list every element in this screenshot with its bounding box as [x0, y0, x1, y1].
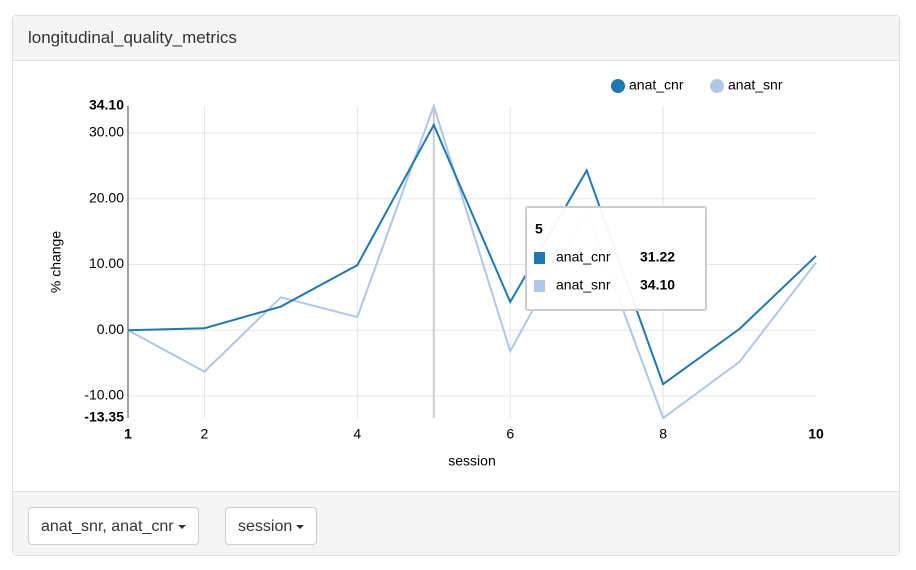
y-tick-label: -13.35: [84, 409, 124, 425]
y-axis-label: % change: [48, 231, 64, 293]
y-tick-label: 20.00: [89, 189, 124, 205]
panel: longitudinal_quality_metrics anat_snr, a…: [12, 15, 900, 556]
tooltip-value: 34.10: [640, 277, 675, 293]
x-tick-label: 6: [506, 426, 514, 442]
legend-marker: [611, 79, 625, 93]
tooltip-name: anat_cnr: [556, 249, 611, 265]
y-tick-label: 0.00: [97, 321, 124, 337]
x-tick-label: 8: [659, 426, 667, 442]
y-tick-label: -10.00: [84, 387, 124, 403]
tooltip-swatch: [534, 280, 545, 292]
x-tick-label: 2: [201, 426, 209, 442]
x-tick-label: 4: [353, 426, 361, 442]
button-label: session: [238, 518, 293, 535]
series-dropdown[interactable]: anat_snr, anat_cnr: [28, 507, 199, 545]
x-axis-label: session: [448, 453, 495, 469]
tooltip-header: 5: [535, 221, 543, 237]
button-label: anat_snr, anat_cnr: [41, 518, 174, 535]
tooltip-swatch: [534, 252, 545, 264]
tooltip-value: 31.22: [640, 249, 675, 265]
panel-footer: anat_snr, anat_cnr session: [13, 491, 899, 555]
x-dropdown[interactable]: session: [225, 507, 318, 545]
x-tick-label: 1: [124, 426, 132, 442]
legend-marker: [710, 79, 724, 93]
tooltip-box: [525, 206, 707, 311]
series-line: [127, 122, 817, 386]
tooltip: 5 anat_cnr 31.22 anat_snr 34.10: [525, 206, 707, 311]
legend-label: anat_snr: [728, 77, 783, 93]
tooltip-name: anat_snr: [556, 277, 611, 293]
y-tick-label: 10.00: [89, 255, 124, 271]
chart: -13.35 -10.00 0.00 10.00 20.00 30.00 34.10 1 2 4 6…: [48, 77, 824, 469]
series-line: [127, 102, 817, 420]
panel-title: longitudinal_quality_metrics: [13, 16, 899, 61]
legend-label: anat_cnr: [629, 77, 684, 93]
y-tick-label: 34.10: [89, 97, 124, 113]
y-tick-label: 30.00: [89, 124, 124, 140]
x-tick-label: 10: [808, 426, 824, 442]
